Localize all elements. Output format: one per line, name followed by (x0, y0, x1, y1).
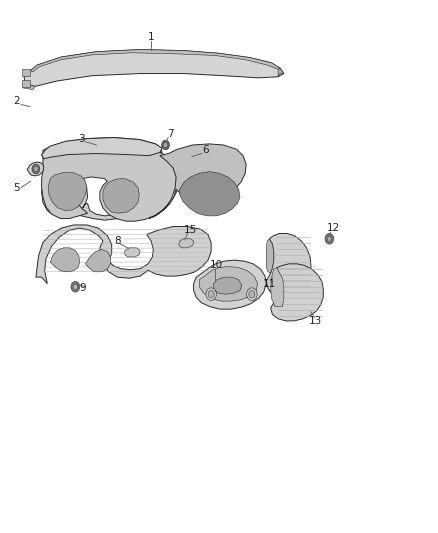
Polygon shape (23, 84, 35, 90)
Bar (22, 69, 30, 76)
Text: 3: 3 (78, 134, 85, 143)
Text: 2: 2 (13, 96, 20, 106)
Text: 15: 15 (184, 225, 197, 235)
Polygon shape (214, 277, 242, 294)
Polygon shape (31, 50, 280, 72)
Text: 10: 10 (210, 261, 223, 270)
Polygon shape (179, 239, 194, 248)
Circle shape (247, 288, 257, 301)
Polygon shape (271, 268, 284, 306)
Text: 12: 12 (327, 223, 340, 233)
Circle shape (73, 284, 78, 289)
Polygon shape (125, 248, 140, 257)
Circle shape (163, 142, 168, 148)
Polygon shape (103, 179, 139, 213)
Text: 6: 6 (202, 146, 209, 155)
Polygon shape (271, 264, 323, 321)
Circle shape (162, 140, 170, 150)
Text: 5: 5 (13, 183, 20, 192)
Text: 11: 11 (263, 279, 276, 288)
Polygon shape (42, 138, 162, 159)
Polygon shape (27, 162, 44, 176)
Circle shape (325, 233, 334, 244)
Polygon shape (48, 173, 87, 211)
Text: 7: 7 (167, 130, 174, 139)
Polygon shape (85, 249, 110, 272)
Polygon shape (180, 172, 240, 216)
Text: 13: 13 (309, 316, 322, 326)
Polygon shape (199, 266, 258, 301)
Circle shape (249, 290, 255, 298)
Polygon shape (42, 138, 180, 221)
Text: 1: 1 (148, 33, 155, 42)
Text: 9: 9 (79, 283, 86, 293)
Bar (22, 80, 30, 87)
Polygon shape (149, 144, 246, 219)
Polygon shape (24, 50, 284, 86)
Polygon shape (36, 225, 211, 284)
Polygon shape (266, 233, 311, 297)
Polygon shape (194, 260, 266, 309)
Circle shape (71, 281, 80, 292)
Text: 8: 8 (114, 237, 121, 246)
Polygon shape (42, 152, 160, 220)
Circle shape (327, 236, 332, 241)
Circle shape (208, 290, 214, 298)
Circle shape (32, 164, 40, 174)
Polygon shape (278, 68, 284, 77)
Circle shape (34, 166, 38, 172)
Circle shape (206, 288, 216, 301)
Polygon shape (50, 248, 80, 272)
Polygon shape (266, 239, 274, 273)
